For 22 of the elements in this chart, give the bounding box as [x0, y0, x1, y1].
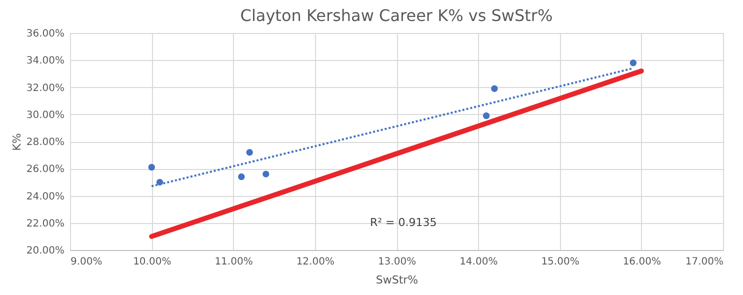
x-axis-title: SwStr%	[376, 274, 418, 286]
y-axis-title: K%	[10, 133, 24, 151]
x-tick-label: 10.00%	[133, 256, 172, 268]
chart-title: Clayton Kershaw Career K% vs SwStr%	[240, 6, 553, 25]
y-tick-label: 34.00%	[26, 56, 64, 67]
y-tick-label: 20.00%	[26, 246, 64, 256]
x-tick-label: 9.00%	[70, 256, 102, 268]
x-tick-label: 11.00%	[214, 256, 253, 268]
y-tick-label: 26.00%	[26, 164, 64, 176]
y-tick-label: 24.00%	[26, 191, 64, 202]
y-tick-label: 30.00%	[26, 110, 64, 121]
x-tick-label: 15.00%	[541, 256, 580, 268]
y-tick-label: 28.00%	[26, 137, 64, 148]
y-tick-label: 36.00%	[26, 28, 64, 40]
annotation: R² = 0.9135	[370, 216, 437, 229]
x-tick-label: 14.00%	[460, 256, 498, 268]
y-tick-label: 22.00%	[26, 218, 64, 230]
x-tick-label: 17.00%	[685, 256, 724, 268]
y-tick-label: 32.00%	[26, 82, 64, 94]
x-tick-label: 13.00%	[378, 256, 416, 268]
x-tick-label: 16.00%	[622, 256, 661, 268]
x-tick-label: 12.00%	[296, 256, 334, 268]
